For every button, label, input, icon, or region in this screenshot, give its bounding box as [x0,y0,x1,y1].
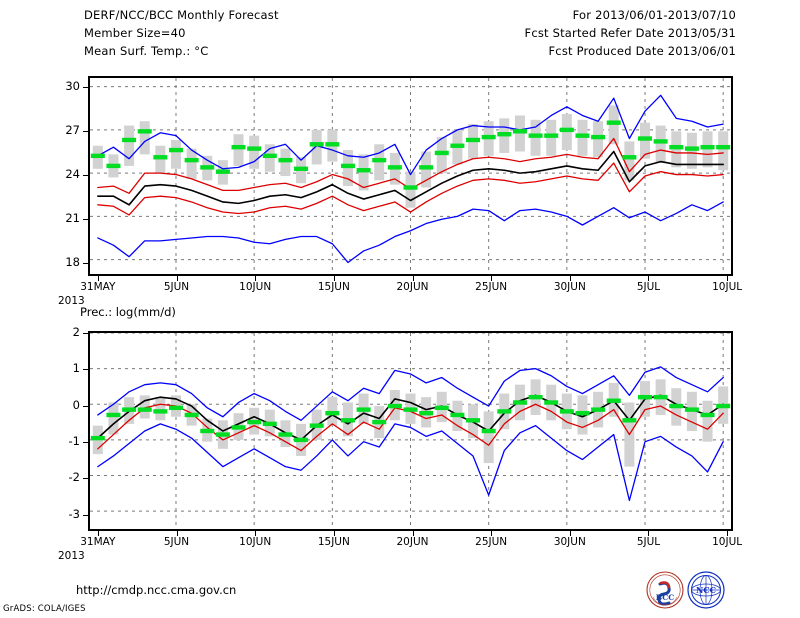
temp-unit-label: Mean Surf. Temp.: °C [84,44,209,58]
temperature-series-max [97,94,724,176]
precipitation-y-tick [83,369,88,371]
precipitation-y-tick [83,333,88,334]
precipitation-x-tick [255,531,257,536]
temperature-x-tick [727,276,729,281]
temperature-x-tick-label: 15JUN [317,281,350,293]
temperature-x-tick-label: 10JUN [239,281,272,293]
cmdp-url[interactable]: http://cmdp.ncc.cma.gov.cn [76,583,237,597]
precipitation-x-tick [491,531,493,536]
temperature-series-min [97,201,724,264]
temperature-x-tick [412,276,414,281]
precipitation-chart [88,331,733,531]
precipitation-x-tick-label: 10JUL [712,536,743,548]
precipitation-y-tick-label: 0 [72,397,80,412]
precipitation-median-marks [90,394,731,443]
precipitation-plot-area [90,333,731,529]
precipitation-x-tick-label: 5JUN [163,536,190,548]
agency-logos: BCC NCC [645,570,727,610]
temperature-x-tick-label: 5JUN [163,281,190,293]
precipitation-gridlines [90,333,731,529]
temperature-x-tick-label: 31MAY [80,281,116,293]
precipitation-x-tick [727,531,729,536]
temperature-y-tick-label: 21 [65,211,80,226]
temperature-x-tick-label: 20JUN [396,281,429,293]
temperature-x-tick [255,276,257,281]
precipitation-series-min [97,423,724,502]
precipitation-year-label: 2013 [58,550,85,562]
precipitation-y-tick [83,478,88,480]
precipitation-y-tick-label: 1 [72,361,80,376]
grads-credit: GrADS: COLA/IGES [3,604,86,614]
precipitation-y-tick-label: 2 [72,325,80,339]
precipitation-series-max [97,366,724,421]
temperature-y-tick-label: 27 [65,122,80,137]
temperature-series-q25 [97,162,724,216]
forecast-produced-date: Fcst Produced Date 2013/06/01 [548,44,736,58]
svg-text:BCC: BCC [656,593,674,602]
precipitation-x-tick-label: 20JUN [396,536,429,548]
precipitation-x-tick-label: 30JUN [553,536,586,548]
precipitation-y-tick-label: -1 [68,434,80,449]
temperature-x-tick [491,276,493,281]
temperature-y-tick [83,130,88,132]
precipitation-series-mean [97,394,724,441]
forecast-start-date: Fcst Started Refer Date 2013/05/31 [524,26,736,40]
temperature-x-tick [333,276,335,281]
temperature-series-mean [97,150,724,206]
member-size: Member Size=40 [84,26,186,40]
temperature-y-tick [83,263,88,265]
precipitation-x-tick [648,531,650,536]
precipitation-y-tick-label: -3 [68,506,80,521]
svg-text:NCC: NCC [696,585,716,595]
precipitation-y-tick [83,514,88,516]
report-title: DERF/NCC/BCC Monthly Forecast [84,8,279,22]
temperature-y-tick [83,86,88,88]
precipitation-x-tick-label: 5JUL [636,536,661,548]
temperature-x-tick [176,276,178,281]
temperature-x-tick [97,276,99,281]
forecast-period: For 2013/06/01-2013/07/10 [572,8,736,22]
temperature-chart [88,76,733,276]
temperature-y-tick [83,175,88,177]
precipitation-x-tick [176,531,178,536]
temperature-x-tick-label: 30JUN [553,281,586,293]
temperature-x-tick [569,276,571,281]
temperature-plot-svg [90,78,731,274]
precipitation-x-tick-label: 31MAY [80,536,116,548]
precipitation-y-tick [83,442,88,444]
precipitation-x-tick [97,531,99,536]
temperature-y-tick-label: 18 [65,255,80,270]
precipitation-x-tick [333,531,335,536]
precipitation-x-tick-label: 25JUN [475,536,508,548]
precipitation-x-tick-label: 10JUN [239,536,272,548]
temperature-x-tick-label: 10JUL [712,281,743,293]
precipitation-title: Prec.: log(mm/d) [80,305,176,319]
precipitation-x-tick [412,531,414,536]
temperature-x-tick-label: 5JUL [636,281,661,293]
temperature-y-tick [83,219,88,221]
temperature-median-marks [90,120,731,190]
precipitation-y-tick-label: -2 [68,470,80,485]
temperature-y-tick-label: 24 [65,167,80,182]
bcc-logo: BCC [646,571,684,609]
temperature-year-label: 2013 [58,295,85,307]
temperature-y-tick-label: 30 [65,78,80,93]
precipitation-plot-svg [90,333,731,529]
temperature-x-tick-label: 25JUN [475,281,508,293]
temperature-plot-area [90,78,731,274]
temperature-x-tick [648,276,650,281]
precipitation-x-tick [569,531,571,536]
ncc-logo: NCC [687,571,725,609]
precipitation-y-tick [83,405,88,407]
precipitation-x-tick-label: 15JUN [317,536,350,548]
